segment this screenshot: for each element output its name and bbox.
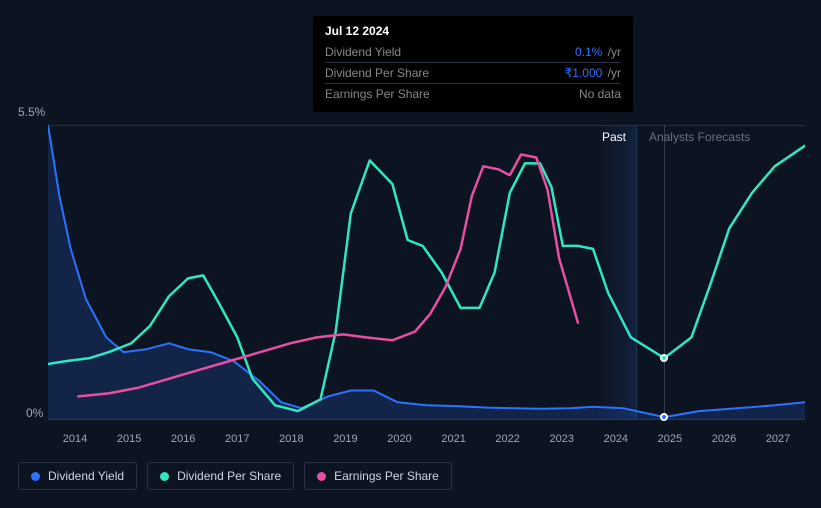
x-tick: 2026 bbox=[697, 433, 751, 445]
chart-container: 5.5% 0% Past Analysts Forecasts 20142015… bbox=[18, 105, 805, 445]
x-tick: 2021 bbox=[427, 433, 481, 445]
tooltip-row-value: No data bbox=[579, 87, 621, 101]
tooltip-row-label: Dividend Yield bbox=[325, 45, 401, 59]
legend-dot-icon bbox=[317, 472, 326, 481]
tooltip-row-label: Dividend Per Share bbox=[325, 66, 429, 80]
tooltip-row-label: Earnings Per Share bbox=[325, 87, 430, 101]
legend-label: Earnings Per Share bbox=[334, 469, 439, 483]
x-tick: 2019 bbox=[318, 433, 372, 445]
series-marker bbox=[660, 354, 668, 362]
tooltip-row: Earnings Per Share No data bbox=[325, 84, 621, 104]
legend: Dividend Yield Dividend Per Share Earnin… bbox=[18, 462, 452, 490]
legend-item-dividend-yield[interactable]: Dividend Yield bbox=[18, 462, 137, 490]
x-tick: 2018 bbox=[264, 433, 318, 445]
tooltip-row-value: ₹1.000 /yr bbox=[565, 66, 621, 80]
x-tick: 2014 bbox=[48, 433, 102, 445]
x-tick: 2027 bbox=[751, 433, 805, 445]
tooltip-row: Dividend Yield 0.1% /yr bbox=[325, 42, 621, 63]
tooltip-row: Dividend Per Share ₹1.000 /yr bbox=[325, 63, 621, 84]
series-marker bbox=[660, 413, 668, 421]
legend-item-dividend-per-share[interactable]: Dividend Per Share bbox=[147, 462, 294, 490]
x-tick: 2025 bbox=[643, 433, 697, 445]
legend-label: Dividend Yield bbox=[48, 469, 124, 483]
x-axis: 2014201520162017201820192020202120222023… bbox=[48, 433, 805, 445]
tooltip-date: Jul 12 2024 bbox=[325, 24, 621, 42]
x-tick: 2017 bbox=[210, 433, 264, 445]
legend-dot-icon bbox=[160, 472, 169, 481]
tooltip-row-value: 0.1% /yr bbox=[575, 45, 621, 59]
x-tick: 2020 bbox=[372, 433, 426, 445]
y-axis-min: 0% bbox=[26, 406, 43, 420]
x-tick: 2024 bbox=[589, 433, 643, 445]
plot-area[interactable] bbox=[48, 125, 805, 420]
x-tick: 2023 bbox=[535, 433, 589, 445]
x-tick: 2022 bbox=[481, 433, 535, 445]
legend-label: Dividend Per Share bbox=[177, 469, 281, 483]
x-tick: 2016 bbox=[156, 433, 210, 445]
chart-tooltip: Jul 12 2024 Dividend Yield0.1% /yrDivide… bbox=[313, 16, 633, 112]
legend-dot-icon bbox=[31, 472, 40, 481]
y-axis-max: 5.5% bbox=[18, 105, 45, 119]
legend-item-earnings-per-share[interactable]: Earnings Per Share bbox=[304, 462, 452, 490]
x-tick: 2015 bbox=[102, 433, 156, 445]
